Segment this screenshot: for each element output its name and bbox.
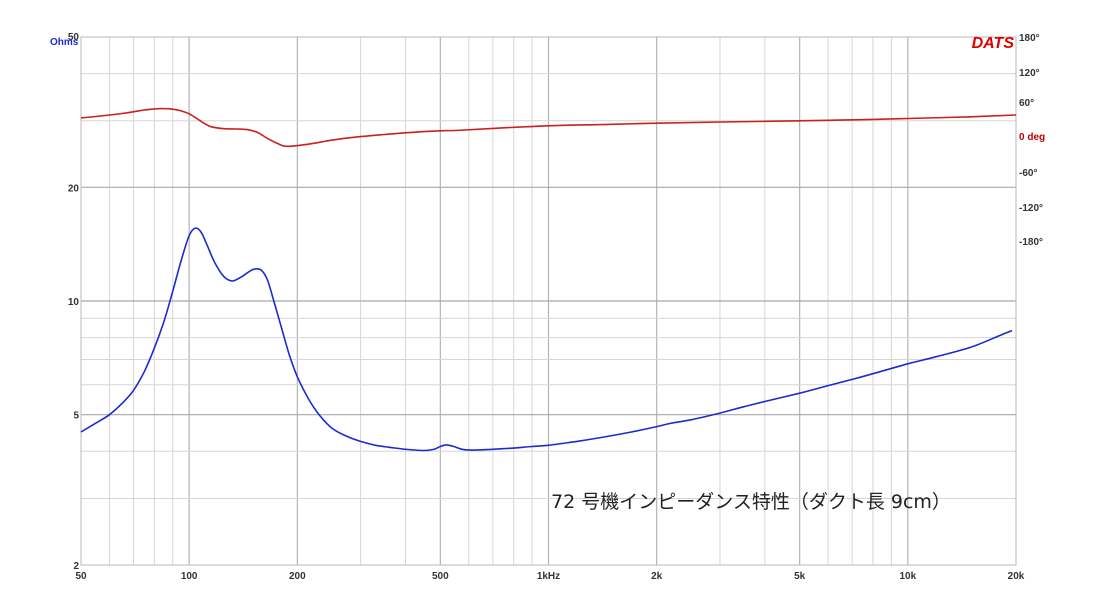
y-left-tick-label: 10 [68, 297, 80, 308]
x-tick-label: 500 [432, 571, 449, 582]
x-tick-label: 20k [1008, 571, 1025, 582]
y-right-tick-label: -180° [1019, 237, 1043, 248]
y-right-unit-label: 0 deg [1019, 132, 1045, 143]
dats-logo: DATS [972, 35, 1015, 52]
y-right-tick-label: 60° [1019, 98, 1034, 109]
y-right-tick-label: -60° [1019, 168, 1037, 179]
y-left-tick-label: 2 [73, 561, 79, 572]
y-right-tick-label: 120° [1019, 68, 1040, 79]
impedance-curve [80, 227, 1013, 452]
x-tick-label: 10k [899, 571, 916, 582]
x-tick-label: 200 [289, 571, 306, 582]
x-tick-label: 5k [794, 571, 806, 582]
x-tick-label: 1kHz [537, 571, 560, 582]
x-tick-label: 100 [181, 571, 198, 582]
chart-annotation: 72 号機インピーダンス特性（ダクト長 9cm） [551, 491, 951, 513]
y-right-tick-label: 180° [1019, 33, 1040, 44]
y-left-unit-label: Ohms [50, 37, 79, 48]
x-tick-label: 50 [75, 571, 87, 582]
x-tick-label: 2k [651, 571, 663, 582]
series-layer [80, 107, 1017, 452]
y-left-tick-label: 20 [68, 183, 80, 194]
y-right-tick-label: -120° [1019, 203, 1043, 214]
y-left-tick-label: 50 [68, 32, 80, 43]
grid [81, 37, 1016, 565]
tick-labels: 50 100 200 500 1kHz 2k 5k 10k 20k 2 5 10 20 50 180° 120… [68, 32, 1045, 582]
plot-frame [80, 36, 1017, 566]
phase-curve [80, 107, 1017, 148]
y-left-tick-label: 5 [73, 411, 79, 422]
